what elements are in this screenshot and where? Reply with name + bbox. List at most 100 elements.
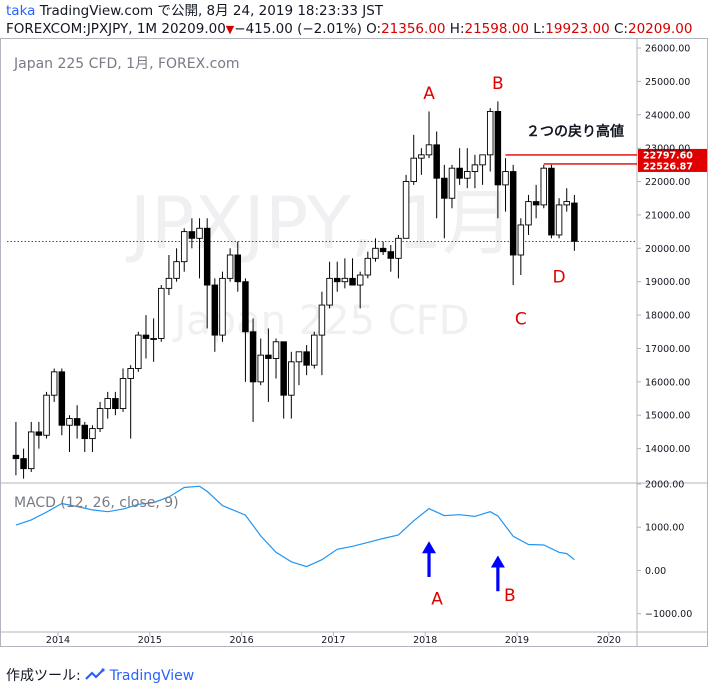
time-tick-label: 2020 <box>597 635 621 646</box>
price-tick-label: 17000.00 <box>645 344 690 355</box>
author-link[interactable]: taka <box>6 3 36 19</box>
price-tick-label: 23000.00 <box>645 144 690 155</box>
candle-up <box>219 277 226 336</box>
candle-down <box>349 277 356 286</box>
time-tick-label: 2019 <box>505 635 529 646</box>
price-pane-title: Japan 225 CFD, 1月, FOREX.com <box>13 56 240 72</box>
low-label: L: <box>528 21 546 37</box>
candle-up <box>418 154 425 159</box>
footer: 作成ツール: TradingView <box>6 667 194 685</box>
candle-up <box>341 277 349 283</box>
close-value: 20209.00 <box>628 21 693 37</box>
tradingview-brand[interactable]: TradingView <box>109 668 195 684</box>
publish-line: taka TradingView.com で公開, 8月 24, 2019 18… <box>6 2 706 20</box>
candle-down <box>387 251 395 259</box>
candle-up <box>288 361 295 396</box>
candle-up <box>395 237 402 259</box>
candle-up <box>66 418 73 426</box>
candle-up <box>486 110 494 156</box>
candle-up <box>326 277 333 306</box>
price-tick-label: 26000.00 <box>645 44 690 55</box>
candle-up <box>364 257 372 276</box>
price-tick-label: 25000.00 <box>645 77 690 88</box>
price-tick-label: 15000.00 <box>645 411 690 422</box>
change-value: −415.00 (−2.01%) <box>234 21 362 37</box>
candle-up <box>127 368 134 379</box>
candle-down <box>333 277 341 283</box>
open-value: 21356.00 <box>381 21 446 37</box>
candle-up <box>89 428 96 440</box>
chart-header: taka TradingView.com で公開, 8月 24, 2019 18… <box>6 2 706 39</box>
candle-down <box>494 110 502 186</box>
candle-down <box>20 458 27 470</box>
candle-down <box>379 247 387 253</box>
candle-up <box>464 171 471 179</box>
symbol-info: FOREXCOM:JPXJPY, 1M 20209.00 <box>6 21 226 37</box>
tradingview-logo-icon[interactable] <box>85 668 109 684</box>
price-tick-label: 22000.00 <box>645 177 690 188</box>
candle-down <box>142 334 150 339</box>
candle-down <box>73 418 81 426</box>
macd-tick-label: 0.00 <box>645 566 666 577</box>
candle-up <box>272 341 280 359</box>
candle-up <box>555 204 563 236</box>
candle-down <box>112 398 119 410</box>
candle-up <box>502 171 509 186</box>
candle-up <box>150 338 157 340</box>
candle-down <box>58 371 66 426</box>
candle-down <box>211 284 219 336</box>
price-annotation-a: A <box>423 84 435 104</box>
candle-down <box>441 177 448 199</box>
candle-up <box>135 334 142 369</box>
price-tick-label: 20000.00 <box>645 244 690 255</box>
candle-up <box>563 201 570 206</box>
macd-annotation-b: B <box>504 586 516 606</box>
macd-pane-title: MACD (12, 26, close, 9) <box>14 495 179 511</box>
candle-up <box>96 408 104 430</box>
price-tick-label: 18000.00 <box>645 311 690 322</box>
candle-up <box>540 167 548 206</box>
price-tag-1: 22797.60 <box>643 150 693 161</box>
price-tick-label: 24000.00 <box>645 110 690 121</box>
price-tag-1-bg <box>638 148 707 161</box>
publish-info: TradingView.com で公開, 8月 24, 2019 18:23:3… <box>35 3 384 19</box>
macd-tick-label: 2000.00 <box>645 480 684 491</box>
candle-down <box>456 167 463 179</box>
price-tick-label: 16000.00 <box>645 377 690 388</box>
macd-tick-label: −1000.00 <box>645 609 692 620</box>
candle-up <box>295 351 303 363</box>
price-tick-label: 14000.00 <box>645 444 690 455</box>
made-with-label: 作成ツール: <box>6 668 81 684</box>
candle-down <box>249 331 257 383</box>
macd-tick-label: 1000.00 <box>645 523 684 534</box>
candle-up <box>410 157 417 182</box>
candle-down <box>12 454 20 460</box>
candle-up <box>517 224 525 256</box>
candle-down <box>188 231 196 239</box>
macd-annotation-a: A <box>431 590 443 610</box>
candle-up <box>27 431 35 470</box>
candle-down <box>280 341 287 396</box>
candle-up <box>173 261 180 279</box>
arrow-head-icon <box>490 555 505 568</box>
price-tick-label: 19000.00 <box>645 277 690 288</box>
candle-up <box>158 287 165 339</box>
candle-down <box>242 281 249 333</box>
candle-up <box>119 378 127 410</box>
candle-up <box>479 154 486 166</box>
macd-line <box>15 485 575 568</box>
high-value: 21598.00 <box>464 21 529 37</box>
time-tick-label: 2014 <box>46 635 70 646</box>
candle-down <box>203 227 211 286</box>
time-tick-label: 2017 <box>321 635 345 646</box>
candle-up <box>471 164 479 172</box>
candle-down <box>81 424 89 440</box>
candle-down <box>532 201 540 206</box>
candle-up <box>372 247 379 259</box>
candle-down <box>509 171 517 256</box>
candle-up <box>104 398 111 410</box>
close-label: C: <box>609 21 628 37</box>
open-label: O: <box>361 21 382 37</box>
candle-up <box>257 354 264 383</box>
